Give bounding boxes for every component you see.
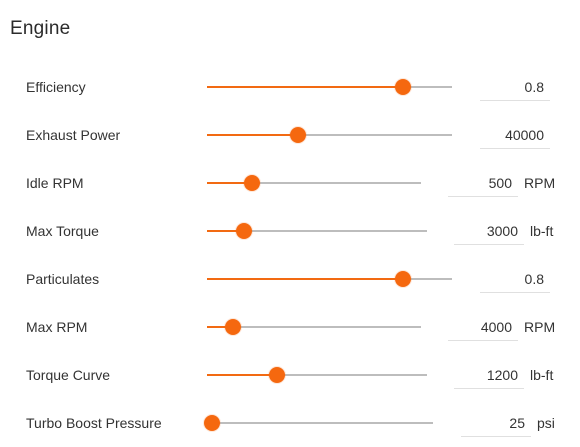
exhaust-power-slider-track[interactable] [207,127,452,143]
exhaust-power-label: Exhaust Power [26,127,121,143]
slider-row-torque-curve: Torque Curve 1200 lb-ft [0,351,580,399]
turbo-boost-pressure-input[interactable]: 25 [461,409,531,437]
max-torque-input[interactable]: 3000 [454,217,524,245]
slider-row-turbo-boost-pressure: Turbo Boost Pressure 25 psi [0,399,580,447]
efficiency-slider-thumb[interactable] [395,79,411,95]
slider-row-max-rpm: Max RPM 4000 RPM [0,303,580,351]
slider-row-particulates: Particulates 0.8 [0,255,580,303]
max-rpm-slider-track[interactable] [207,319,421,335]
particulates-input[interactable]: 0.8 [480,265,550,293]
exhaust-power-input[interactable]: 40000 [480,121,550,149]
max-torque-slider-thumb[interactable] [236,223,253,239]
max-rpm-slider-fill [207,326,233,328]
idle-rpm-slider-thumb[interactable] [243,175,260,191]
turbo-boost-pressure-unit: psi [537,415,555,431]
slider-row-efficiency: Efficiency 0.8 [0,63,580,111]
turbo-boost-pressure-label: Turbo Boost Pressure [26,415,162,431]
slider-row-exhaust-power: Exhaust Power 40000 [0,111,580,159]
torque-curve-slider-fill [207,374,278,376]
max-rpm-slider-thumb[interactable] [224,319,241,335]
efficiency-input[interactable]: 0.8 [480,73,550,101]
idle-rpm-label: Idle RPM [26,175,84,191]
idle-rpm-slider-fill [207,182,252,184]
particulates-label: Particulates [26,271,100,287]
max-rpm-unit: RPM [524,319,556,335]
particulates-slider-thumb[interactable] [395,271,411,287]
efficiency-slider-fill [207,86,403,88]
exhaust-power-slider-thumb[interactable] [289,127,306,143]
max-torque-slider-fill [207,230,245,232]
turbo-boost-pressure-slider-track[interactable] [203,415,433,431]
slider-row-idle-rpm: Idle RPM 500 RPM [0,159,580,207]
max-torque-unit: lb-ft [530,223,554,239]
turbo-boost-pressure-slider-thumb[interactable] [203,415,220,431]
torque-curve-slider-thumb[interactable] [269,367,286,383]
torque-curve-slider-track[interactable] [207,367,427,383]
idle-rpm-slider-track[interactable] [207,175,421,191]
idle-rpm-input[interactable]: 500 [448,169,518,197]
max-torque-slider-track[interactable] [207,223,427,239]
particulates-slider-track[interactable] [207,271,452,287]
particulates-slider-fill [207,278,403,280]
max-rpm-input[interactable]: 4000 [448,313,518,341]
torque-curve-unit: lb-ft [530,367,554,383]
max-rpm-label: Max RPM [26,319,88,335]
torque-curve-label: Torque Curve [26,367,111,383]
torque-curve-input[interactable]: 1200 [454,361,524,389]
max-torque-label: Max Torque [26,223,99,239]
exhaust-power-slider-fill [207,134,298,136]
idle-rpm-unit: RPM [524,175,556,191]
efficiency-slider-track[interactable] [207,79,452,95]
efficiency-label: Efficiency [26,79,86,95]
panel-title: Engine [10,18,71,39]
slider-row-max-torque: Max Torque 3000 lb-ft [0,207,580,255]
